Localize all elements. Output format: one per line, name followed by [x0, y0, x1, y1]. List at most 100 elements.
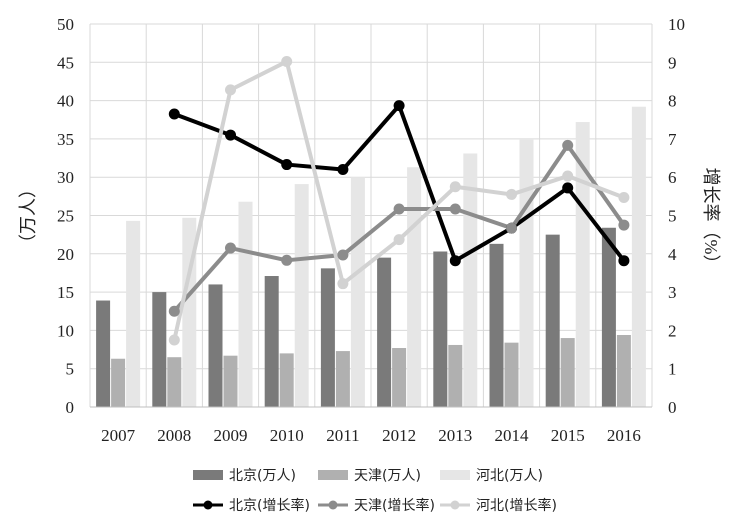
bar-2015-3	[575, 122, 590, 407]
legend-label: 河北(万人)	[476, 468, 543, 484]
x-tick-label: 2009	[214, 426, 248, 445]
line-point-2013-3	[449, 181, 461, 193]
y-left-tick-label: 30	[57, 168, 74, 187]
line-point-2011-1	[337, 164, 349, 176]
line-point-2013-1	[449, 255, 461, 267]
legend-marker	[450, 500, 460, 510]
line-point-2013-2	[449, 203, 461, 215]
legend-label: 天津(增长率)	[354, 497, 435, 514]
y-right-tick-label: 8	[668, 92, 677, 111]
y-right-tick-label: 10	[668, 15, 685, 34]
bar-2012-2	[392, 348, 407, 407]
y-left-tick-label: 20	[57, 245, 74, 264]
legend-marker	[203, 500, 213, 510]
y-left-tick-label: 40	[57, 92, 74, 111]
y-right-tick-label: 9	[668, 53, 677, 72]
bar-2010-3	[294, 184, 309, 407]
x-tick-label: 2013	[438, 426, 472, 445]
legend-label: 天津(万人)	[354, 468, 421, 484]
y-left-tick-label: 10	[57, 321, 74, 340]
y-axis-right-title: 增长率（%）	[701, 168, 721, 273]
line-point-2010-1	[281, 159, 293, 171]
y-right-tick-label: 2	[668, 321, 677, 340]
y-left-tick-label: 5	[66, 360, 75, 379]
line-point-2014-3	[506, 188, 517, 200]
bar-2014-3	[519, 139, 534, 407]
y-right-tick-label: 7	[668, 130, 677, 149]
bar-2016-1	[601, 227, 616, 407]
legend-swatch	[318, 470, 348, 480]
y-right-tick-label: 6	[668, 168, 677, 187]
x-tick-label: 2016	[607, 426, 641, 445]
x-tick-label: 2007	[101, 426, 136, 445]
bar-2009-3	[238, 201, 253, 407]
x-tick-label: 2010	[270, 426, 304, 445]
bar-2011-2	[335, 351, 350, 407]
bar-2016-2	[616, 334, 631, 407]
bar-2011-1	[320, 268, 335, 407]
line-point-2014-2	[506, 222, 517, 234]
bar-2016-3	[631, 106, 646, 407]
line-point-2009-2	[225, 242, 236, 254]
line-point-2016-3	[618, 191, 630, 203]
y-right-tick-label: 1	[668, 360, 677, 379]
legend-swatch	[193, 470, 223, 480]
legend: 北京(万人) 天津(万人) 河北(万人) 北京(增长率) 天津(增长率) 河北(增长率)	[193, 468, 557, 514]
legend-label: 北京(万人)	[229, 468, 296, 484]
y-axis-left-title: （万人）	[18, 180, 38, 252]
bar-2013-2	[448, 344, 463, 407]
bar-2009-1	[208, 284, 223, 407]
y-left-tick-label: 25	[57, 207, 74, 226]
legend-label: 北京(增长率)	[229, 497, 310, 514]
bar-2007-1	[96, 300, 111, 407]
bar-2012-1	[377, 257, 392, 407]
x-tick-label: 2011	[326, 426, 359, 445]
x-tick-label: 2012	[382, 426, 416, 445]
x-tick-label: 2014	[495, 426, 530, 445]
bar-2014-2	[504, 342, 519, 407]
x-tick-label: 2008	[157, 426, 191, 445]
y-left-tick-label: 45	[57, 53, 74, 72]
legend-swatch	[440, 470, 470, 480]
line-point-2012-2	[393, 203, 405, 215]
line-point-2012-1	[393, 100, 405, 112]
y-left-tick-label: 15	[57, 283, 74, 302]
line-point-2008-3	[168, 334, 180, 346]
bar-2007-2	[111, 358, 126, 407]
bar-2007-3	[126, 220, 141, 407]
bar-2015-1	[545, 234, 560, 407]
bar-2010-1	[264, 276, 279, 407]
bar-series	[96, 106, 646, 407]
line-point-2010-3	[281, 56, 293, 68]
bar-2011-3	[350, 177, 365, 407]
line-point-2016-2	[618, 219, 630, 231]
line-point-2009-1	[225, 129, 236, 141]
y-right-tick-label: 4	[668, 245, 677, 264]
y-left-tick-label: 0	[66, 398, 75, 417]
y-left-tick-label: 50	[57, 15, 74, 34]
bar-2009-2	[223, 355, 238, 407]
x-tick-label: 2015	[551, 426, 585, 445]
y-right-tick-label: 5	[668, 207, 677, 226]
bar-2015-2	[560, 338, 575, 407]
line-point-2015-1	[562, 182, 574, 194]
line-point-2015-3	[562, 170, 574, 182]
line-point-2011-3	[337, 278, 349, 290]
line-point-2008-1	[168, 108, 180, 120]
y-right-tick-label: 3	[668, 283, 677, 302]
line-point-2015-2	[562, 139, 574, 151]
bar-2013-1	[433, 251, 448, 407]
line-series	[168, 56, 630, 346]
line-point-2016-1	[618, 255, 630, 267]
bar-2012-3	[407, 167, 422, 407]
line-point-2012-3	[393, 234, 405, 246]
bar-2014-1	[489, 243, 504, 407]
bar-2010-2	[279, 353, 294, 407]
legend-marker	[328, 500, 338, 510]
bar-2008-1	[152, 292, 167, 407]
y-right-tick-label: 0	[668, 398, 677, 417]
line-point-2009-3	[225, 84, 236, 96]
line-point-2011-2	[337, 249, 349, 261]
